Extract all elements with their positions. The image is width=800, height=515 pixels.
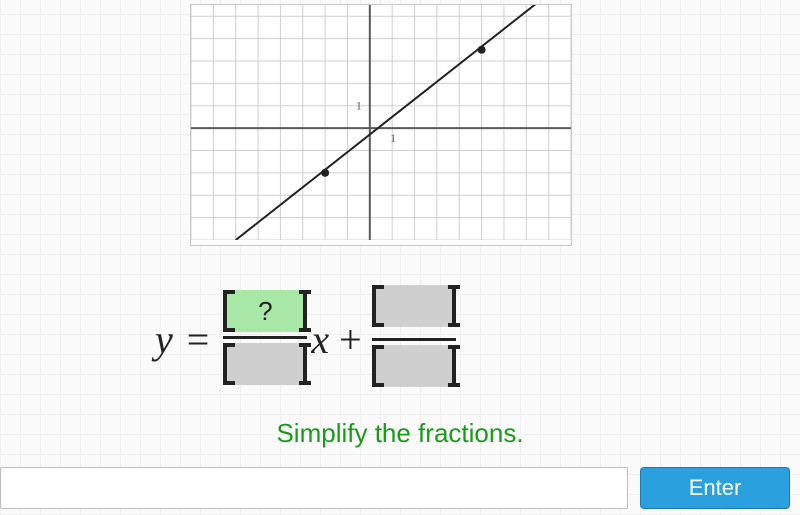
exercise-stage: 11 y = ? x + Simplify (0, 0, 800, 515)
svg-text:1: 1 (390, 131, 396, 145)
answer-row: Enter (0, 467, 800, 509)
fraction-bar (223, 336, 307, 339)
active-placeholder: ? (258, 298, 272, 324)
instruction-text: Simplify the fractions. (0, 418, 800, 449)
intercept-fraction (372, 285, 456, 394)
slope-fraction: ? (223, 287, 307, 392)
variable-y: y (155, 316, 173, 363)
equation-template: y = ? x + (155, 285, 456, 394)
enter-button[interactable]: Enter (640, 467, 790, 509)
slope-numerator-blank[interactable]: ? (223, 290, 307, 332)
intercept-numerator-blank[interactable] (372, 285, 456, 327)
equals-sign: = (187, 316, 210, 363)
plus-sign: + (339, 316, 362, 363)
intercept-denominator-blank[interactable] (372, 345, 456, 387)
variable-x: x (311, 316, 329, 363)
fraction-bar (372, 338, 456, 341)
answer-input[interactable] (0, 467, 628, 509)
coordinate-graph: 11 (190, 4, 572, 246)
graph-svg: 11 (191, 5, 571, 240)
slope-denominator-blank[interactable] (223, 343, 307, 385)
svg-text:1: 1 (356, 99, 362, 113)
